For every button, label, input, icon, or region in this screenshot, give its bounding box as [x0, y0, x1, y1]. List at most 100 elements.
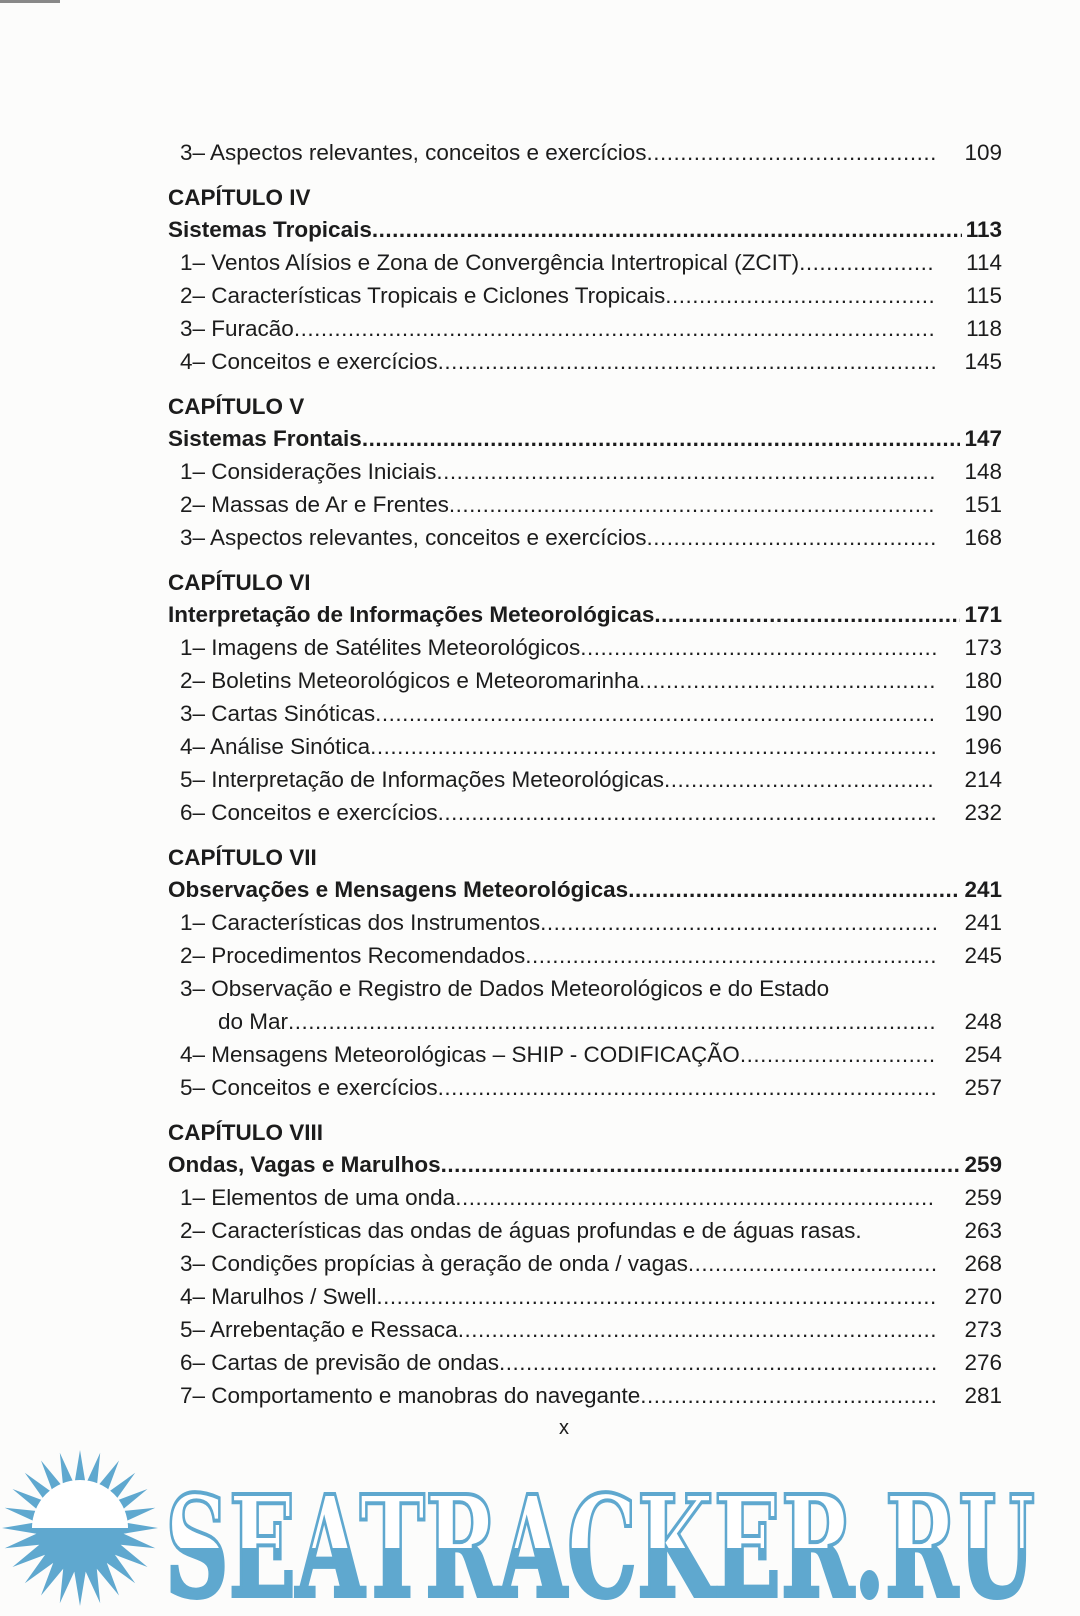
entry-title: 5– Interpretação de Informações Meteorol…: [180, 767, 665, 792]
toc-entry[interactable]: 2– Boletins Meteorológicos e Meteoromari…: [168, 664, 1002, 697]
toc-entry[interactable]: 3– Condições propícias à geração de onda…: [168, 1247, 1002, 1280]
dot-leader: [647, 136, 936, 169]
dot-leader: [740, 1038, 936, 1071]
toc-entry[interactable]: 3– Furacão 118: [168, 312, 1002, 345]
dot-leader: [628, 873, 960, 906]
page-ref: 268: [964, 1251, 1002, 1276]
chapter-heading-entry[interactable]: Interpretação de Informações Meteorológi…: [168, 598, 1002, 631]
page-ref: 145: [964, 349, 1002, 374]
dot-leader: [455, 1181, 936, 1214]
dot-leader: [640, 1379, 936, 1412]
table-of-contents: 3– Aspectos relevantes, conceitos e exer…: [168, 136, 1002, 1412]
page-ref: 109: [964, 140, 1002, 165]
dot-leader: [688, 1247, 936, 1280]
page-ref: 232: [964, 800, 1002, 825]
toc-entry[interactable]: do Mar 248: [168, 1005, 1002, 1038]
page-ref: 148: [964, 459, 1002, 484]
entry-title: 1– Características dos Instrumentos: [180, 910, 541, 935]
entry-title: 3– Cartas Sinóticas: [180, 701, 376, 726]
toc-entry[interactable]: 3– Aspectos relevantes, conceitos e exer…: [168, 521, 1002, 554]
toc-entry[interactable]: 4– Mensagens Meteorológicas – SHIP - COD…: [168, 1038, 1002, 1071]
toc-entry[interactable]: 2– Características Tropicais e Ciclones …: [168, 279, 1002, 312]
entry-title: 1– Considerações Iniciais: [180, 459, 437, 484]
toc-entry[interactable]: 6– Conceitos e exercícios 232: [168, 796, 1002, 829]
dot-leader: [458, 1313, 936, 1346]
chapter-title: CAPÍTULO IV: [168, 185, 311, 210]
dot-leader: [375, 697, 936, 730]
toc-entry[interactable]: 5– Conceitos e exercícios 257: [168, 1071, 1002, 1104]
toc-entry[interactable]: 1– Considerações Iniciais 148: [168, 455, 1002, 488]
entry-title: 2– Massas de Ar e Frentes: [180, 492, 449, 517]
toc-entry[interactable]: 6– Cartas de previsão de ondas 276: [168, 1346, 1002, 1379]
toc-entry[interactable]: 1– Características dos Instrumentos 241: [168, 906, 1002, 939]
dot-leader: [639, 664, 936, 697]
entry-title: 5– Conceitos e exercícios: [180, 1075, 438, 1100]
entry-title: 2– Características Tropicais e Ciclones …: [180, 283, 666, 308]
chapter-heading-entry[interactable]: Sistemas Frontais 147: [168, 422, 1002, 455]
toc-entry[interactable]: 4– Análise Sinótica 196: [168, 730, 1002, 763]
dot-leader: [438, 1071, 936, 1104]
entry-title: Observações e Mensagens Meteorológicas: [168, 877, 629, 902]
entry-title: 2– Características das ondas de águas pr…: [180, 1218, 862, 1243]
toc-entry[interactable]: 4– Conceitos e exercícios 145: [168, 345, 1002, 378]
entry-title: Interpretação de Informações Meteorológi…: [168, 602, 655, 627]
entry-title: 4– Análise Sinótica: [180, 734, 371, 759]
sun-icon: [2, 1450, 158, 1606]
chapter-heading-entry[interactable]: Ondas, Vagas e Marulhos 259: [168, 1148, 1002, 1181]
chapter-heading-entry[interactable]: Sistemas Tropicais 113: [168, 213, 1002, 246]
toc-entry[interactable]: 1– Imagens de Satélites Meteorológicos 17…: [168, 631, 1002, 664]
toc-entry[interactable]: 2– Características das ondas de águas pr…: [168, 1214, 1002, 1247]
entry-title: 4– Mensagens Meteorológicas – SHIP - COD…: [180, 1042, 740, 1067]
page-ref: 276: [964, 1350, 1002, 1375]
page-ref: 263: [964, 1218, 1002, 1243]
toc-entry[interactable]: 2– Procedimentos Recomendados 245: [168, 939, 1002, 972]
entry-title: 5– Arrebentação e Ressaca: [180, 1317, 458, 1342]
page-ref: 241: [964, 910, 1002, 935]
dot-leader: [664, 763, 936, 796]
entry-title: 1– Elementos de uma onda: [180, 1185, 456, 1210]
page-ref: 270: [964, 1284, 1002, 1309]
page-ref: 173: [964, 635, 1002, 660]
dot-leader: [525, 939, 936, 972]
toc-entry[interactable]: 5– Interpretação de Informações Meteorol…: [168, 763, 1002, 796]
page-ref: 196: [964, 734, 1002, 759]
entry-title: 3– Furacão: [180, 316, 294, 341]
toc-entry[interactable]: 2– Massas de Ar e Frentes 151: [168, 488, 1002, 521]
entry-title: 3– Aspectos relevantes, conceitos e exer…: [180, 140, 647, 165]
page-ref: 241: [964, 877, 1002, 902]
page-ref: 190: [964, 701, 1002, 726]
page-ref: 171: [964, 602, 1002, 627]
page-ref: 180: [964, 668, 1002, 693]
toc-entry[interactable]: 3– Observação e Registro de Dados Meteor…: [168, 972, 1002, 1005]
chapter-heading-entry[interactable]: Observações e Mensagens Meteorológicas 24…: [168, 873, 1002, 906]
watermark: SEATRACKER.RU: [2, 1450, 1037, 1616]
entry-title: 7– Comportamento e manobras do navegante: [180, 1383, 641, 1408]
entry-title: 6– Conceitos e exercícios: [180, 800, 438, 825]
dot-leader: [654, 598, 960, 631]
page-ref: 259: [964, 1152, 1002, 1177]
dot-leader: [665, 279, 936, 312]
toc-entry[interactable]: 7– Comportamento e manobras do navegante…: [168, 1379, 1002, 1412]
toc-entry[interactable]: 1– Elementos de uma onda 259: [168, 1181, 1002, 1214]
page-ref: 273: [964, 1317, 1002, 1342]
chapter-title: CAPÍTULO VII: [168, 845, 317, 870]
entry-title: 6– Cartas de previsão de ondas: [180, 1350, 499, 1375]
dot-leader: [294, 312, 936, 345]
entry-title: 1– Imagens de Satélites Meteorológicos: [180, 635, 581, 660]
dot-leader: [370, 730, 936, 763]
watermark-text: SEATRACKER.RU: [165, 1466, 1035, 1616]
entry-title: Ondas, Vagas e Marulhos: [168, 1152, 441, 1177]
chapter-title: CAPÍTULO V: [168, 394, 305, 419]
toc-entry[interactable]: 5– Arrebentação e Ressaca 273: [168, 1313, 1002, 1346]
toc-entry[interactable]: 3– Cartas Sinóticas 190: [168, 697, 1002, 730]
page-ref: 254: [964, 1042, 1002, 1067]
toc-entry[interactable]: 4– Marulhos / Swell 270: [168, 1280, 1002, 1313]
dot-leader: [438, 796, 936, 829]
toc-entry[interactable]: 1– Ventos Alísios e Zona de Convergência…: [168, 246, 1002, 279]
entry-title: 3– Aspectos relevantes, conceitos e exer…: [180, 525, 647, 550]
entry-title: Sistemas Tropicais: [168, 217, 372, 242]
dot-leader: [288, 1005, 936, 1038]
dot-leader: [499, 1346, 936, 1379]
toc-entry[interactable]: 3– Aspectos relevantes, conceitos e exer…: [168, 136, 1002, 169]
dot-leader: [438, 345, 936, 378]
